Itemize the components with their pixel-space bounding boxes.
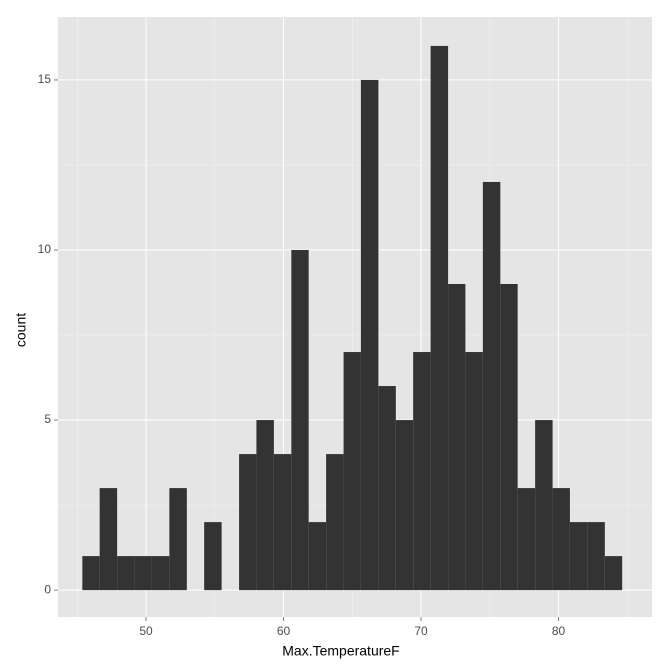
bar <box>569 522 588 591</box>
bar <box>117 556 135 591</box>
y-tick-label: 15 <box>38 72 52 86</box>
x-tick-label: 80 <box>552 624 566 638</box>
bar <box>343 352 361 591</box>
bar <box>552 488 570 591</box>
bar <box>326 454 344 591</box>
bar <box>204 522 222 591</box>
bar <box>430 45 449 591</box>
bar <box>448 284 466 591</box>
bar <box>134 556 152 591</box>
y-tick-label: 5 <box>44 412 51 426</box>
bar <box>395 420 414 591</box>
bar <box>587 522 605 591</box>
x-tick-label: 60 <box>277 624 291 638</box>
bar <box>465 352 483 591</box>
bar <box>413 352 431 591</box>
y-axis-title: count <box>13 313 29 347</box>
bar <box>308 522 327 591</box>
bar <box>360 79 379 591</box>
bar <box>291 249 309 591</box>
bar <box>535 420 553 591</box>
bar <box>517 488 536 591</box>
y-tick-label: 10 <box>38 242 52 256</box>
bar <box>239 454 257 591</box>
bar <box>256 420 274 591</box>
bar <box>169 488 187 591</box>
bar <box>273 454 292 591</box>
y-tick-label: 0 <box>44 582 51 596</box>
bar <box>82 556 100 591</box>
bar <box>151 556 170 591</box>
bar <box>604 556 623 591</box>
x-tick-label: 50 <box>139 624 153 638</box>
bar <box>500 284 518 591</box>
x-axis-title: Max.TemperatureF <box>282 643 399 659</box>
bar <box>99 488 118 591</box>
x-tick-label: 70 <box>414 624 428 638</box>
bar <box>378 386 396 591</box>
bar <box>482 181 501 591</box>
